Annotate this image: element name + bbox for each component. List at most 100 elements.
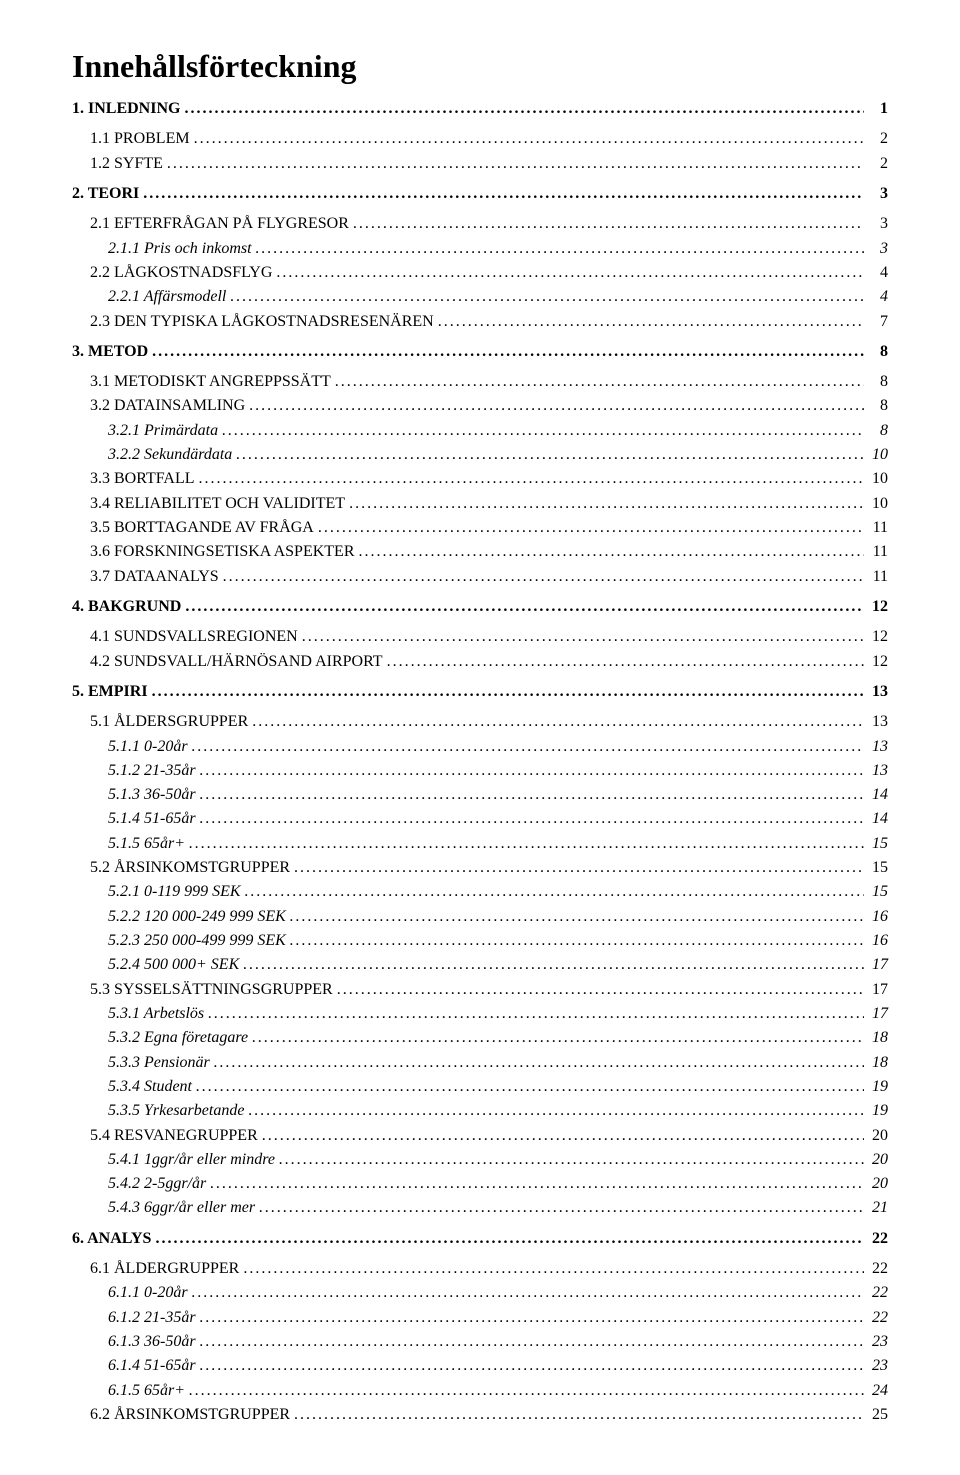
toc-entry-page: 2	[864, 127, 888, 151]
toc-entry-page: 4	[864, 261, 888, 285]
toc-entry: 4.1 SUNDSVALLSREGIONEN12	[90, 625, 888, 649]
toc-entry-label: 3. METOD	[72, 340, 152, 364]
toc-entry-page: 3	[864, 237, 888, 261]
toc-entry-label: 5.2.3 250 000-499 999 SEK	[108, 929, 290, 953]
toc-leader-dots	[276, 261, 864, 285]
toc-entry-label: 3.2.2 Sekundärdata	[108, 443, 236, 467]
toc-entry-label: 2.1 EFTERFRÅGAN PÅ FLYGRESOR	[90, 212, 353, 236]
toc-entry: 5.3 SYSSELSÄTTNINGSGRUPPER17	[90, 978, 888, 1002]
toc-entry: 4.2 SUNDSVALL/HÄRNÖSAND AIRPORT12	[90, 650, 888, 674]
toc-entry: 6.1.5 65år+ 24	[108, 1379, 888, 1403]
toc-entry-label: 2.3 DEN TYPISKA LÅGKOSTNADSRESENÄREN	[90, 310, 438, 334]
toc-entry-label: 5.1.2 21-35år	[108, 759, 200, 783]
toc-leader-dots	[214, 1051, 864, 1075]
toc-entry-label: 6.1.4 51-65år	[108, 1354, 200, 1378]
toc-entry-page: 13	[864, 680, 888, 704]
toc-entry: 5.3.4 Student19	[108, 1075, 888, 1099]
toc-entry-page: 15	[864, 856, 888, 880]
toc-leader-dots	[294, 1403, 864, 1427]
toc-entry: 5.3.1 Arbetslös17	[108, 1002, 888, 1026]
toc-entry: 5.2.3 250 000-499 999 SEK 16	[108, 929, 888, 953]
toc-entry-label: 2.2.1 Affärsmodell	[108, 285, 230, 309]
toc-entry-label: 6.1.5 65år+	[108, 1379, 189, 1403]
toc-entry-label: 5.1.4 51-65år	[108, 807, 200, 831]
toc-entry-label: 3.1 METODISKT ANGREPPSSÄTT	[90, 370, 335, 394]
toc-entry-label: 5.1.5 65år+	[108, 832, 189, 856]
toc-leader-dots	[349, 492, 864, 516]
toc-entry-page: 10	[864, 492, 888, 516]
toc-entry-page: 13	[864, 759, 888, 783]
toc-entry: 5.1.1 0-20år13	[108, 735, 888, 759]
toc-entry: 3.5 BORTTAGANDE AV FRÅGA11	[90, 516, 888, 540]
toc-entry-label: 3.6 FORSKNINGSETISKA ASPEKTER	[90, 540, 358, 564]
toc-entry: 6.1.3 36-50år23	[108, 1330, 888, 1354]
toc-entry: 1. INLEDNING1	[72, 97, 888, 121]
toc-entry-page: 16	[864, 929, 888, 953]
toc-leader-dots	[259, 1196, 864, 1220]
toc-leader-dots	[438, 310, 864, 334]
toc-entry-label: 1. INLEDNING	[72, 97, 184, 121]
toc-entry-label: 5.4.2 2-5ggr/år	[108, 1172, 210, 1196]
toc-entry: 2.2.1 Affärsmodell4	[108, 285, 888, 309]
toc-leader-dots	[279, 1148, 864, 1172]
toc-leader-dots	[208, 1002, 864, 1026]
toc-leader-dots	[290, 929, 864, 953]
toc-entry-label: 6.1 ÅLDERGRUPPER	[90, 1257, 243, 1281]
document-page: Innehållsförteckning 1. INLEDNING11.1 PR…	[0, 0, 960, 1475]
toc-entry-page: 17	[864, 978, 888, 1002]
toc-entry-label: 3.5 BORTTAGANDE AV FRÅGA	[90, 516, 318, 540]
toc-entry: 3.3 BORTFALL10	[90, 467, 888, 491]
toc-leader-dots	[199, 467, 864, 491]
toc-entry-label: 3.7 DATAANALYS	[90, 565, 223, 589]
toc-entry-page: 24	[864, 1379, 888, 1403]
toc-entry-label: 6.1.2 21-35år	[108, 1306, 200, 1330]
toc-entry-page: 7	[864, 310, 888, 334]
toc-entry-page: 11	[864, 565, 888, 589]
toc-entry-page: 14	[864, 807, 888, 831]
toc-entry: 6.1.2 21-35år22	[108, 1306, 888, 1330]
toc-leader-dots	[294, 856, 864, 880]
toc-entry-label: 5.4.3 6ggr/år eller mer	[108, 1196, 259, 1220]
toc-entry: 5.4 RESVANEGRUPPER20	[90, 1124, 888, 1148]
toc-entry-label: 5. EMPIRI	[72, 680, 152, 704]
toc-entry: 5.4.1 1ggr/år eller mindre20	[108, 1148, 888, 1172]
toc-leader-dots	[200, 1354, 864, 1378]
toc-entry: 6.1.4 51-65år23	[108, 1354, 888, 1378]
toc-entry: 5.3.2 Egna företagare18	[108, 1026, 888, 1050]
toc-leader-dots	[243, 953, 864, 977]
toc-entry-page: 25	[864, 1403, 888, 1427]
toc-entry: 6.2 ÅRSINKOMSTGRUPPER25	[90, 1403, 888, 1427]
page-title: Innehållsförteckning	[72, 48, 888, 85]
toc-entry-page: 13	[864, 710, 888, 734]
toc-entry: 2. TEORI3	[72, 182, 888, 206]
toc-entry-label: 5.2.2 120 000-249 999 SEK	[108, 905, 290, 929]
toc-entry-label: 2.1.1 Pris och inkomst	[108, 237, 256, 261]
toc-entry-page: 20	[864, 1124, 888, 1148]
toc-leader-dots	[196, 1075, 864, 1099]
toc-leader-dots	[155, 1227, 864, 1251]
toc-leader-dots	[210, 1172, 864, 1196]
toc-entry-page: 22	[864, 1227, 888, 1251]
toc-entry: 3. METOD8	[72, 340, 888, 364]
toc-entry-page: 19	[864, 1099, 888, 1123]
toc-leader-dots	[167, 152, 864, 176]
toc-entry: 5.4.2 2-5ggr/år20	[108, 1172, 888, 1196]
toc-leader-dots	[252, 1026, 864, 1050]
toc-leader-dots	[252, 710, 864, 734]
table-of-contents: 1. INLEDNING11.1 PROBLEM21.2 SYFTE22. TE…	[72, 97, 888, 1427]
toc-entry-label: 4.2 SUNDSVALL/HÄRNÖSAND AIRPORT	[90, 650, 387, 674]
toc-entry-page: 22	[864, 1281, 888, 1305]
toc-leader-dots	[200, 1306, 864, 1330]
toc-entry-label: 5.3.1 Arbetslös	[108, 1002, 208, 1026]
toc-entry-page: 15	[864, 880, 888, 904]
toc-entry-label: 5.2.4 500 000+ SEK	[108, 953, 243, 977]
toc-entry-label: 6. ANALYS	[72, 1227, 155, 1251]
toc-entry-label: 5.3.4 Student	[108, 1075, 196, 1099]
toc-entry-page: 8	[864, 419, 888, 443]
toc-entry-page: 2	[864, 152, 888, 176]
toc-entry: 5. EMPIRI 13	[72, 680, 888, 704]
toc-leader-dots	[184, 97, 864, 121]
toc-leader-dots	[302, 625, 864, 649]
toc-entry: 5.1.5 65år+15	[108, 832, 888, 856]
toc-entry: 2.1 EFTERFRÅGAN PÅ FLYGRESOR3	[90, 212, 888, 236]
